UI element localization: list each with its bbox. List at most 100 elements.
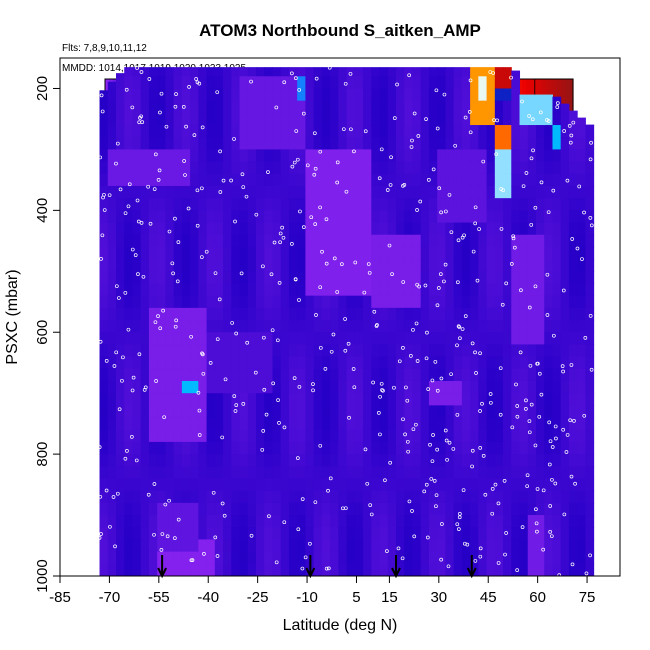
- heatmap-cell: [363, 295, 372, 309]
- heatmap-cell: [272, 478, 282, 492]
- heatmap-cell: [478, 417, 488, 431]
- heatmap-cell: [288, 198, 298, 211]
- heatmap-cell: [412, 271, 422, 284]
- sample-dot: [457, 515, 462, 520]
- heatmap-cell: [445, 332, 455, 345]
- heatmap-cell: [206, 502, 216, 516]
- heatmap-cell: [297, 222, 306, 236]
- sample-dot: [415, 282, 420, 287]
- heatmap-cell: [264, 295, 273, 309]
- sample-dot: [583, 336, 588, 340]
- heatmap-cell: [214, 295, 224, 309]
- sample-dot: [176, 240, 181, 244]
- sample-dot: [223, 377, 228, 382]
- heatmap-cell: [379, 320, 389, 333]
- heatmap-cell: [313, 307, 323, 321]
- heatmap-cell: [157, 67, 166, 77]
- heatmap-cell: [288, 185, 298, 199]
- heatmap-cell: [190, 380, 199, 394]
- heatmap-cell: [371, 100, 381, 114]
- heatmap-cell: [354, 417, 364, 431]
- heatmap-cell: [231, 320, 241, 333]
- heatmap-cell: [428, 527, 438, 540]
- heatmap-cell: [585, 222, 595, 236]
- heatmap-cell: [585, 271, 595, 284]
- heatmap-cell: [445, 100, 455, 114]
- heatmap-cell: [494, 563, 504, 576]
- heatmap-cell: [99, 295, 109, 309]
- heatmap-cell: [527, 466, 537, 479]
- heatmap-cell: [157, 307, 166, 321]
- heatmap-cell: [313, 185, 323, 199]
- heatmap-cell: [148, 344, 158, 358]
- sample-dot: [311, 388, 315, 393]
- heatmap-cell: [330, 88, 339, 102]
- heatmap-cell: [346, 527, 356, 540]
- heatmap-cell: [363, 149, 372, 163]
- sample-dot: [160, 532, 165, 536]
- heatmap-cell: [280, 441, 290, 455]
- sample-dot: [139, 114, 144, 119]
- heatmap-cell: [338, 76, 348, 89]
- heatmap-cell: [527, 429, 537, 443]
- heatmap-cell: [420, 161, 430, 175]
- heatmap-cell: [140, 332, 150, 345]
- heatmap-cell: [420, 246, 430, 260]
- sample-dot: [463, 314, 468, 319]
- heatmap-cell: [346, 271, 356, 284]
- heatmap-cell: [396, 222, 405, 236]
- heatmap-cell: [346, 67, 356, 77]
- heatmap-cell: [511, 271, 521, 284]
- heatmap-cell: [503, 222, 512, 236]
- heatmap-cell: [503, 246, 512, 260]
- heatmap-cell: [247, 234, 257, 248]
- heatmap-cell: [165, 454, 175, 467]
- heatmap-cell: [552, 563, 562, 576]
- sample-dot: [318, 443, 323, 448]
- heatmap-cell: [396, 380, 405, 394]
- sample-dot: [589, 367, 594, 372]
- heatmap-cell: [181, 454, 191, 467]
- heatmap-cell: [420, 173, 430, 187]
- heatmap-cell: [256, 295, 265, 309]
- heatmap-cell: [330, 454, 339, 467]
- heatmap-cell: [297, 137, 306, 150]
- sample-dot: [158, 110, 162, 115]
- heatmap-cell: [478, 271, 488, 284]
- heatmap-cell: [223, 271, 232, 284]
- heatmap-cell: [371, 490, 381, 504]
- heatmap-cell: [478, 441, 488, 455]
- heatmap-cell: [338, 441, 348, 455]
- heatmap-cell: [256, 185, 265, 199]
- sample-dot: [318, 205, 322, 210]
- heatmap-cell: [461, 246, 471, 260]
- y-tick-label: 1000: [34, 559, 51, 592]
- heatmap-cell: [486, 380, 496, 394]
- heatmap-cell: [165, 466, 175, 479]
- sample-dot: [557, 573, 562, 576]
- heatmap-cell: [404, 332, 413, 345]
- heatmap-cell: [132, 344, 142, 358]
- heatmap-cell: [132, 466, 142, 479]
- heatmap-cell: [181, 222, 191, 236]
- heatmap-cell: [330, 515, 339, 528]
- heatmap-cell: [313, 368, 323, 382]
- heatmap-cell: [486, 161, 496, 175]
- heatmap-cell: [173, 198, 183, 211]
- sample-dot: [432, 479, 437, 483]
- heatmap-cell: [124, 344, 133, 358]
- heatmap-cell: [568, 429, 578, 443]
- heatmap-cell: [140, 295, 150, 309]
- heatmap-cell: [511, 344, 521, 358]
- heatmap-cell: [437, 149, 446, 163]
- heatmap-cell: [412, 210, 422, 224]
- heatmap-cell: [140, 307, 150, 321]
- heatmap-cell: [585, 417, 595, 431]
- heatmap-cell: [536, 478, 545, 492]
- heatmap-cell: [99, 210, 109, 224]
- heatmap-cell: [560, 222, 570, 236]
- heatmap-cell: [206, 76, 216, 89]
- heatmap-cell: [453, 100, 463, 114]
- heatmap-cell: [173, 67, 183, 77]
- heatmap-cell: [544, 320, 553, 333]
